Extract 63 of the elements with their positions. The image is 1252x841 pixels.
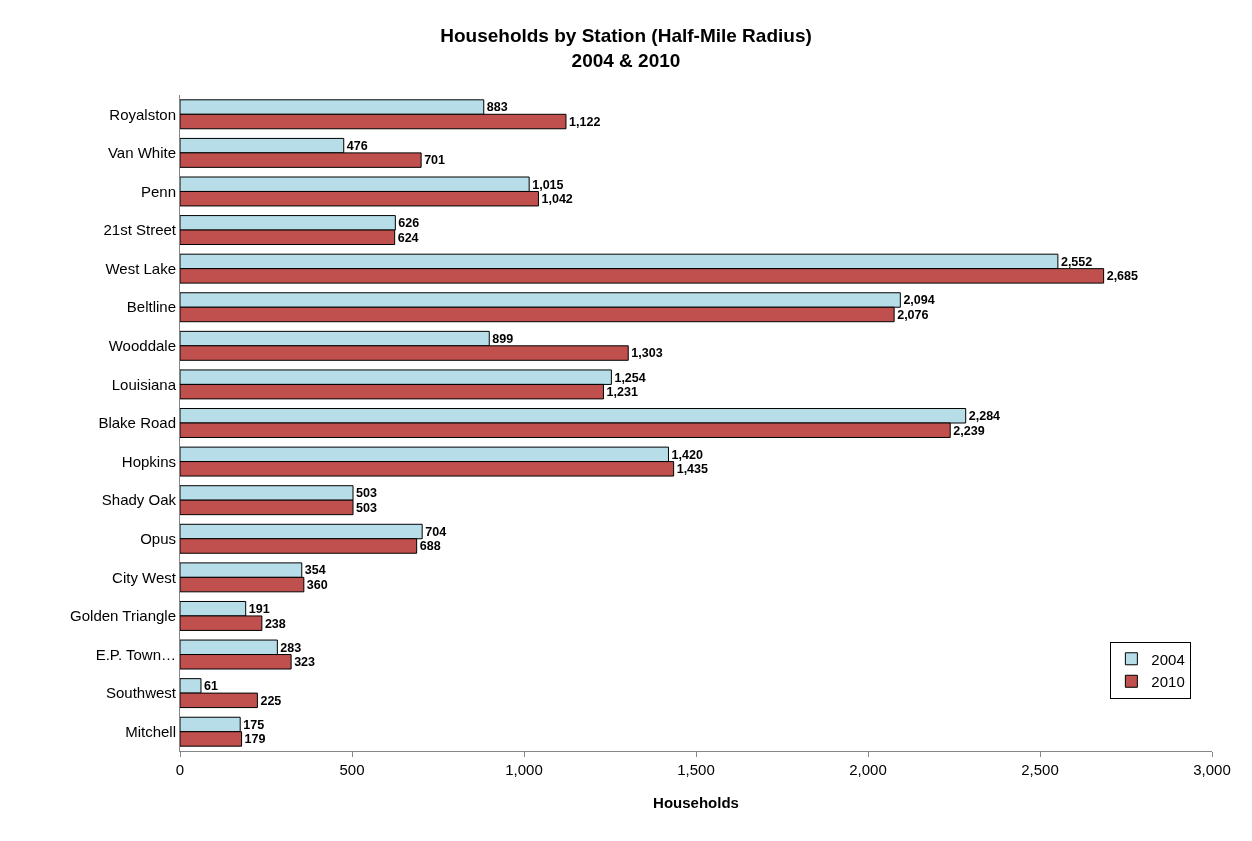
data-label: 899 <box>492 331 514 346</box>
x-tick-label: 500 <box>339 761 365 778</box>
data-label: 179 <box>244 732 266 747</box>
data-label: 476 <box>346 138 368 153</box>
x-tick-label: 3,000 <box>1193 761 1231 778</box>
x-tick-label: 2,000 <box>849 761 887 778</box>
data-label: 1,435 <box>676 462 709 477</box>
data-label: 2,284 <box>968 409 1001 424</box>
y-tick-label: Wooddale <box>108 337 176 355</box>
y-tick-label: West Lake <box>105 259 176 277</box>
legend-label: 2004 <box>1151 650 1185 668</box>
y-tick-label: 21st Street <box>103 221 177 239</box>
data-label: 360 <box>306 577 328 592</box>
y-tick-label: Opus <box>140 530 176 548</box>
data-label: 2,076 <box>897 307 929 322</box>
y-tick-label: Mitchell <box>125 722 176 740</box>
y-tick-label: Shady Oak <box>101 491 177 509</box>
x-tick-label: 1,500 <box>677 761 715 778</box>
data-label: 2,552 <box>1060 254 1093 269</box>
data-label: 175 <box>243 717 265 732</box>
data-label: 1,231 <box>606 384 638 399</box>
data-label: 2,685 <box>1106 269 1139 284</box>
data-label: 2,239 <box>953 423 985 438</box>
data-label: 503 <box>356 486 377 501</box>
y-tick-label: Southwest <box>105 684 177 702</box>
data-label: 2,094 <box>903 293 935 308</box>
data-label: 701 <box>424 153 446 168</box>
data-label: 1,303 <box>631 346 663 361</box>
data-label: 225 <box>260 693 282 708</box>
data-label: 688 <box>419 539 441 554</box>
data-label: 883 <box>486 100 508 115</box>
y-tick-label: City West <box>112 568 177 586</box>
x-axis-title: Households <box>653 794 739 811</box>
data-label: 283 <box>280 640 302 655</box>
y-tick-label: Blake Road <box>98 414 176 432</box>
y-tick-label: Golden Triangle <box>70 607 176 625</box>
data-label: 191 <box>248 602 270 617</box>
data-label: 61 <box>203 679 218 694</box>
y-tick-label: Penn <box>140 182 176 200</box>
x-tick-label: 2,500 <box>1021 761 1059 778</box>
chart-title: Households by Station (Half-Mile Radius) <box>440 25 812 47</box>
y-tick-label: Royalston <box>109 105 176 123</box>
data-label: 1,420 <box>671 447 703 462</box>
data-label: 704 <box>425 524 447 539</box>
data-label: 323 <box>294 655 316 670</box>
x-tick-label: 0 <box>175 761 185 778</box>
data-label: 1,042 <box>541 192 573 207</box>
y-tick-label: Beltline <box>126 298 176 316</box>
chart-subtitle: 2004 & 2010 <box>571 49 681 71</box>
y-tick-label: E.P. Town… <box>95 645 176 663</box>
data-label: 503 <box>356 500 377 515</box>
x-tick-label: 1,000 <box>505 761 543 778</box>
data-label: 624 <box>397 230 419 245</box>
data-label: 354 <box>304 563 326 578</box>
y-tick-label: Van White <box>107 144 176 162</box>
legend-label: 2010 <box>1151 673 1185 691</box>
y-tick-label: Louisiana <box>111 375 177 393</box>
data-label: 1,254 <box>614 370 646 385</box>
data-label: 238 <box>264 616 286 631</box>
y-tick-label: Hopkins <box>121 452 176 470</box>
data-label: 1,015 <box>532 177 564 192</box>
data-label: 1,122 <box>568 114 601 129</box>
data-label: 626 <box>398 216 420 231</box>
